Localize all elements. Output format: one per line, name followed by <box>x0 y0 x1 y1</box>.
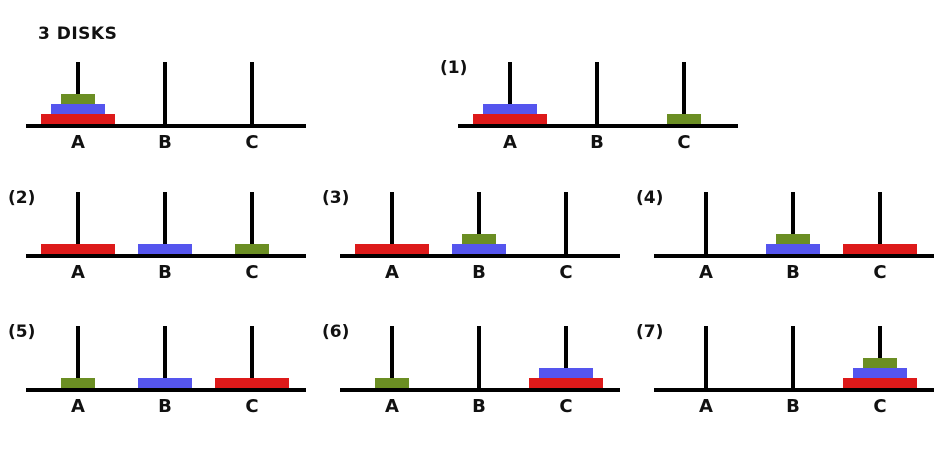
peg-rod-a <box>704 192 708 254</box>
base-line <box>458 124 738 128</box>
peg-label-b: B <box>786 396 800 417</box>
disk-large <box>215 378 289 388</box>
hanoi-state-panel: (3) A B C <box>322 188 622 298</box>
base-line <box>26 124 306 128</box>
disk-medium <box>766 244 820 254</box>
peg-label-c: C <box>873 396 887 417</box>
peg-label-c: C <box>245 396 259 417</box>
peg-label-c: C <box>677 132 691 153</box>
peg-rod-a <box>704 326 708 388</box>
peg-label-c: C <box>559 262 573 283</box>
peg-rod-c <box>564 192 568 254</box>
hanoi-state-panel: (5) A B C <box>8 322 308 432</box>
peg-label-a: A <box>699 396 713 417</box>
peg-rod-a <box>390 326 394 388</box>
base-line <box>340 388 620 392</box>
disk-large <box>473 114 547 124</box>
hanoi-state-panel: (1) A B C <box>440 58 740 168</box>
peg-label-b: B <box>590 132 604 153</box>
peg-label-a: A <box>385 262 399 283</box>
step-label: (1) <box>440 58 468 78</box>
step-label: (6) <box>322 322 350 342</box>
peg-rod-b <box>595 62 599 124</box>
step-label: (5) <box>8 322 36 342</box>
hanoi-state-panel: A B C <box>8 58 308 168</box>
disk-medium <box>51 104 105 114</box>
base-line <box>654 388 934 392</box>
peg-label-b: B <box>158 262 172 283</box>
peg-rod-b <box>791 192 795 254</box>
step-label: (4) <box>636 188 664 208</box>
peg-label-c: C <box>245 262 259 283</box>
base-line <box>654 254 934 258</box>
disk-large <box>529 378 603 388</box>
peg-rod-b <box>163 192 167 254</box>
peg-rod-b <box>163 326 167 388</box>
disk-small <box>235 244 269 254</box>
peg-label-c: C <box>245 132 259 153</box>
peg-label-b: B <box>158 396 172 417</box>
disk-medium <box>138 378 192 388</box>
peg-label-c: C <box>873 262 887 283</box>
disk-large <box>843 244 917 254</box>
disk-small <box>462 234 496 244</box>
peg-rod-c <box>564 326 568 388</box>
peg-rod-c <box>250 192 254 254</box>
hanoi-state-panel: (4) A B C <box>636 188 936 298</box>
peg-rod-a <box>76 326 80 388</box>
peg-rod-c <box>878 326 882 388</box>
step-label: (2) <box>8 188 36 208</box>
peg-rod-a <box>390 192 394 254</box>
peg-rod-c <box>250 62 254 124</box>
disk-medium <box>853 368 907 378</box>
disk-small <box>776 234 810 244</box>
peg-label-a: A <box>503 132 517 153</box>
peg-rod-b <box>791 326 795 388</box>
base-line <box>26 254 306 258</box>
peg-rod-c <box>878 192 882 254</box>
base-line <box>26 388 306 392</box>
step-label: (3) <box>322 188 350 208</box>
disk-small <box>667 114 701 124</box>
hanoi-state-panel: (7) A B C <box>636 322 936 432</box>
disk-small <box>863 358 897 368</box>
disk-large <box>41 114 115 124</box>
diagram-title: 3 DISKS <box>38 24 118 44</box>
disk-large <box>355 244 429 254</box>
disk-medium <box>483 104 537 114</box>
peg-label-c: C <box>559 396 573 417</box>
peg-label-b: B <box>786 262 800 283</box>
peg-rod-c <box>250 326 254 388</box>
peg-rod-b <box>477 326 481 388</box>
disk-large <box>41 244 115 254</box>
peg-label-a: A <box>699 262 713 283</box>
peg-label-b: B <box>158 132 172 153</box>
disk-small <box>375 378 409 388</box>
disk-medium <box>452 244 506 254</box>
peg-label-a: A <box>71 262 85 283</box>
peg-label-a: A <box>385 396 399 417</box>
hanoi-state-panel: (2) A B C <box>8 188 308 298</box>
peg-label-a: A <box>71 132 85 153</box>
peg-rod-b <box>163 62 167 124</box>
hanoi-state-panel: (6) A B C <box>322 322 622 432</box>
step-label: (7) <box>636 322 664 342</box>
base-line <box>340 254 620 258</box>
peg-label-b: B <box>472 262 486 283</box>
peg-rod-c <box>682 62 686 124</box>
disk-small <box>61 378 95 388</box>
peg-rod-a <box>76 62 80 124</box>
peg-rod-a <box>508 62 512 124</box>
peg-rod-a <box>76 192 80 254</box>
peg-label-a: A <box>71 396 85 417</box>
peg-label-b: B <box>472 396 486 417</box>
disk-medium <box>138 244 192 254</box>
disk-medium <box>539 368 593 378</box>
disk-small <box>61 94 95 104</box>
peg-rod-b <box>477 192 481 254</box>
disk-large <box>843 378 917 388</box>
